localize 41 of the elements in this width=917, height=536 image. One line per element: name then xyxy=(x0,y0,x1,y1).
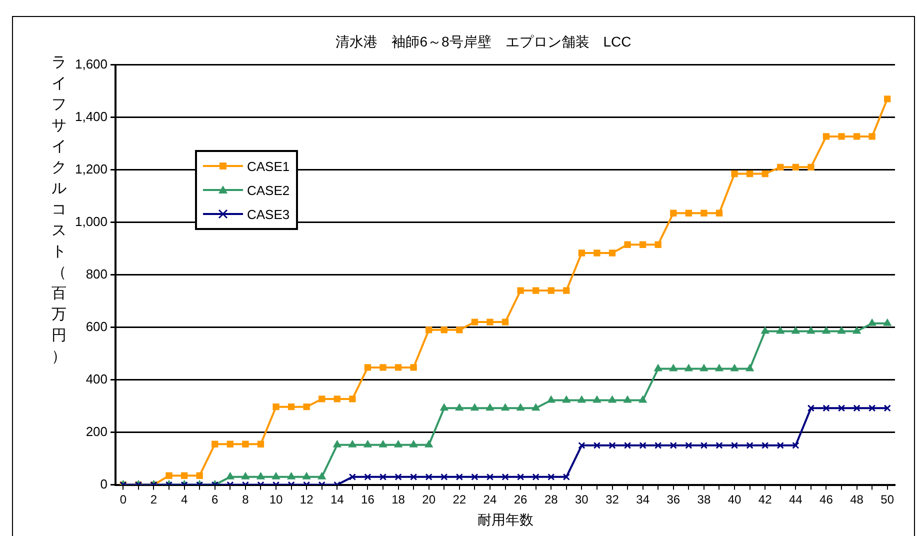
x-tick-label: 16 xyxy=(361,492,375,506)
x-tick-label: 12 xyxy=(300,492,314,506)
x-tick-label: 28 xyxy=(544,492,558,506)
x-tick-label: 18 xyxy=(392,492,406,506)
y-tick-label: 800 xyxy=(86,266,108,282)
x-tick-label: 36 xyxy=(666,492,680,506)
x-tick-label: 30 xyxy=(575,492,589,506)
x-tick-label: 42 xyxy=(758,492,772,506)
y-tick-label: 1,000 xyxy=(74,214,108,229)
y-tick-label: 0 xyxy=(100,476,108,492)
x-tick-label: 38 xyxy=(697,492,711,506)
y-tick-label: 600 xyxy=(86,318,108,334)
y-tick-label: 1,600 xyxy=(74,56,108,72)
legend-label: CASE1 xyxy=(247,158,290,174)
legend-label: CASE2 xyxy=(247,182,290,198)
y-tick-label: 1,200 xyxy=(74,161,108,176)
text: ライフサイクルコスト（百万円） xyxy=(52,54,66,365)
y-tick-label: 1,400 xyxy=(74,108,108,124)
x-tick-label: 4 xyxy=(180,492,188,506)
x-axis-title: 耐用年数 xyxy=(477,511,534,528)
x-tick-label: 32 xyxy=(606,492,620,506)
legend-label: CASE3 xyxy=(247,206,290,222)
chart-title: 清水港 袖師6～8号岸壁 エプロン舗装 LCC xyxy=(336,33,632,50)
x-tick-label: 14 xyxy=(330,492,344,506)
x-tick-label: 50 xyxy=(880,492,894,506)
x-tick-label: 20 xyxy=(422,492,436,506)
x-tick-label: 22 xyxy=(452,492,466,506)
x-tick-label: 10 xyxy=(269,492,284,506)
x-tick-label: 34 xyxy=(636,492,650,506)
y-tick-label: 200 xyxy=(86,424,108,439)
x-tick-label: 26 xyxy=(514,492,528,506)
x-tick-label: 44 xyxy=(788,492,803,506)
x-tick-label: 8 xyxy=(242,492,250,506)
x-tick-label: 6 xyxy=(212,492,219,506)
x-tick-label: 46 xyxy=(820,492,834,506)
x-tick-label: 40 xyxy=(728,492,742,506)
x-tick-label: 48 xyxy=(850,492,864,506)
x-tick-label: 0 xyxy=(120,492,127,506)
y-tick-label: 400 xyxy=(86,371,108,386)
x-tick-label: 24 xyxy=(483,492,497,506)
x-tick-label: 2 xyxy=(150,492,158,506)
